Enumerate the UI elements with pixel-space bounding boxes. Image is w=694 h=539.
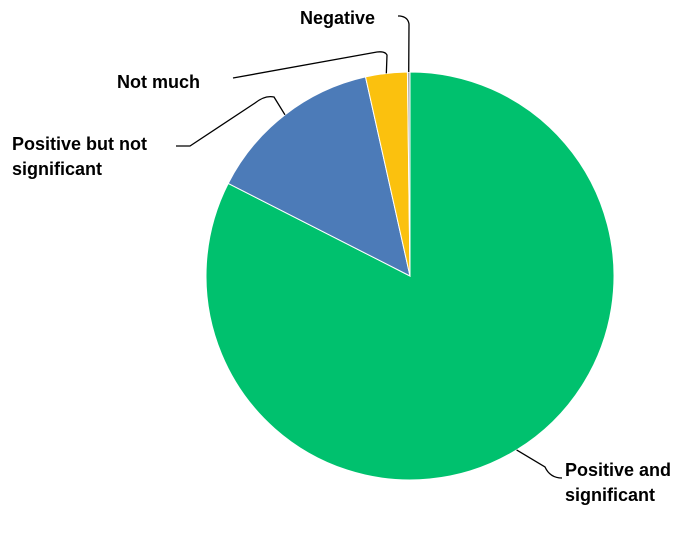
leader-line-negative — [398, 15, 410, 73]
slice-label-line: Positive and — [565, 460, 671, 480]
slice-label-line: Negative — [300, 8, 375, 28]
slice-label-not-much: Not much — [117, 72, 200, 92]
leader-line-positive-but-not-significant — [176, 95, 286, 147]
leader-line-positive-and-significant — [516, 449, 563, 479]
leader-line-not-much — [232, 51, 388, 79]
slice-labels: Positive and significant Positive but not s… — [12, 8, 671, 505]
pie-slices — [205, 71, 615, 481]
slice-label-line: significant — [12, 159, 102, 179]
slice-label-negative: Negative — [300, 8, 375, 28]
pie-slice-positive-but-not-significant — [227, 76, 411, 277]
slice-label-line: Positive but not — [12, 134, 147, 154]
leader-lines — [176, 15, 563, 479]
slice-label-positive-and-significant: Positive and significant — [565, 460, 671, 505]
slice-label-line: Not much — [117, 72, 200, 92]
slice-label-positive-but-not-significant: Positive but not significant — [12, 134, 147, 179]
slice-label-line: significant — [565, 485, 655, 505]
